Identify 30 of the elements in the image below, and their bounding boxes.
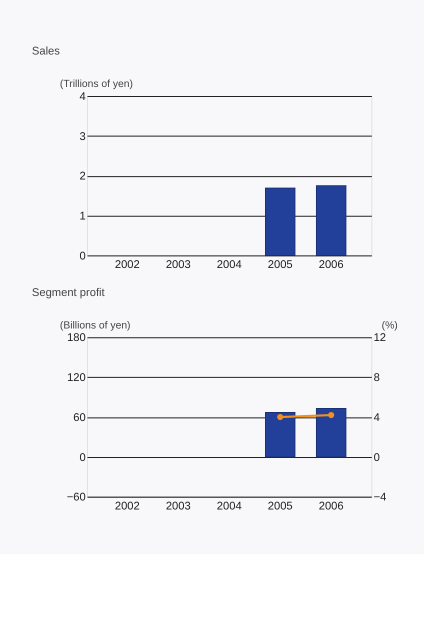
- x-tick-label: 2005: [268, 258, 293, 271]
- y2-tick-label: −4: [374, 492, 386, 504]
- x-tick-label: 2006: [318, 258, 344, 271]
- x-tick-label: 2004: [216, 500, 242, 512]
- y-tick-label: 1: [80, 210, 86, 222]
- x-tick-label: 2002: [114, 258, 140, 271]
- x-tick-label: 2004: [216, 258, 242, 271]
- x-tick-label: 2003: [166, 258, 191, 271]
- chart-title: Segment profit: [32, 286, 106, 299]
- y-tick-label: 0: [80, 452, 86, 464]
- y2-tick-label: 8: [374, 372, 380, 384]
- chart-title: Sales: [32, 46, 60, 58]
- x-tick-label: 2002: [114, 500, 140, 512]
- x-tick-label: 2003: [166, 500, 191, 512]
- y-tick-label: 120: [67, 372, 86, 384]
- y-tick-label: 3: [80, 130, 86, 143]
- y-tick-label: 4: [80, 90, 86, 103]
- y-tick-label: 180: [67, 332, 86, 344]
- y2-tick-label: 12: [374, 332, 386, 344]
- x-tick-label: 2006: [318, 500, 344, 512]
- y-tick-label: 0: [80, 250, 86, 262]
- y-axis-title: (Billions of yen): [60, 320, 131, 332]
- y2-tick-label: 4: [374, 412, 380, 424]
- y2-axis-title: (%): [382, 320, 398, 332]
- y-tick-label: 2: [80, 170, 86, 183]
- y-tick-label: −60: [66, 492, 86, 504]
- y2-tick-label: 0: [374, 452, 380, 464]
- x-tick-label: 2005: [268, 500, 293, 512]
- y-axis-title: (Trillions of yen): [60, 78, 133, 90]
- y-tick-label: 60: [73, 412, 86, 424]
